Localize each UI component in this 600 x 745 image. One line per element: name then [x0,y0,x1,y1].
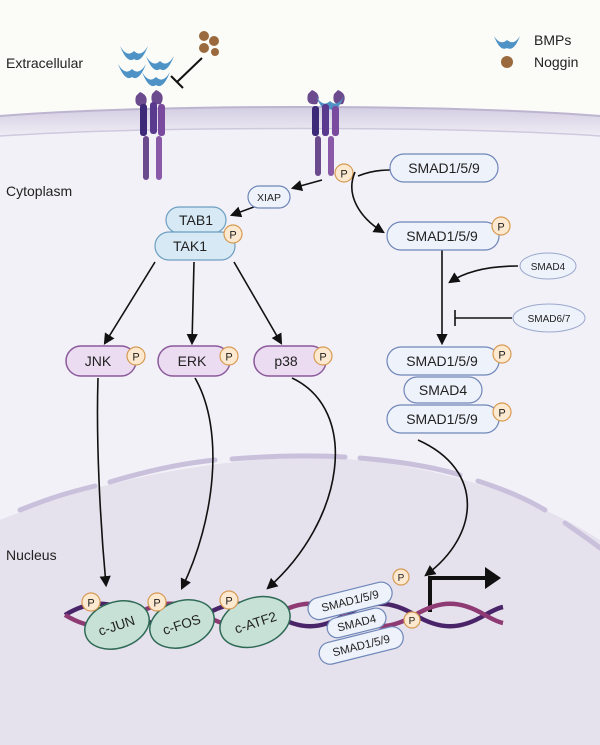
jnk-phospho-badge [126,346,146,366]
jnk-phospho-label: P [132,352,139,364]
smad159-top-node [389,153,499,183]
complex-smad159-a-label: SMAD1/5/9 [406,353,478,369]
p38-phospho-label: P [319,352,326,364]
cfos-node [149,599,215,649]
arrow-jnk-to-cjun [96,377,111,588]
nuc-smad159-b-node [318,626,404,665]
extracellular-label: Extracellular [6,55,83,71]
tak1-phospho-label: P [229,230,236,242]
noggin-legend-icon [501,56,513,68]
bmp-receptor-inactive [135,90,165,180]
nuc-smad159-b-phospho-badge [403,611,421,629]
tab1-label: TAB1 [179,212,213,228]
smad4-side-node [519,252,577,280]
arrow-complex-to-nucleus [417,439,469,577]
erk-phospho-badge [219,346,239,366]
xiap-label: XIAP [257,192,281,204]
complex-smad159-a-phospho-label: P [498,350,505,362]
smad4-side-label: SMAD4 [531,262,566,273]
cjun-phospho-label: P [87,598,94,610]
membrane-outer-edge [0,106,600,117]
nuc-smad159-a-phospho-badge [392,568,410,586]
cjun-phospho-badge [81,592,101,612]
nuclear-envelope [17,453,600,551]
complex-smad159-b-phospho-badge [492,402,512,422]
legend: BMPs Noggin [494,32,578,70]
nuc-smad159-a-node [307,581,393,621]
transcription-start-arrow [428,576,488,612]
tak1-phospho-badge [223,224,243,244]
erk-label: ERK [178,353,207,369]
noggin-inhibition [170,57,203,89]
bmps-legend-label: BMPs [534,32,571,48]
smad67-node [512,303,586,333]
p38-phospho-badge [313,346,333,366]
membrane-inner-edge [0,127,600,137]
transcription-arrowhead [485,567,501,589]
arrow-receptor-to-xiap [290,179,323,192]
arrow-tak1-to-p38 [233,261,283,345]
smad67-label: SMAD6/7 [528,314,571,325]
arrow-smad4-binding [448,265,519,284]
complex-smad159-a-phospho-badge [492,344,512,364]
jnk-label: JNK [85,353,112,369]
complex-smad159-b-label: SMAD1/5/9 [406,411,478,427]
connector-smad159-receptor [357,169,391,177]
catf2-node [219,595,291,649]
nuclear-smad-complex: SMAD1/5/9 SMAD4 SMAD1/5/9 [307,581,404,665]
noggin-legend-label: Noggin [534,54,578,70]
nuc-smad4-node [326,607,387,639]
arrow-erk-to-cfos [180,377,214,591]
complex-smad4-node [403,376,483,404]
smad159-mid-phospho-badge [491,216,511,236]
smad159-top-label: SMAD1/5/9 [408,160,480,176]
receptor-phospho-label: P [340,169,347,181]
pathway-arrows [96,169,519,591]
bmp-legend-icon [494,36,520,49]
noggin-cluster [199,31,219,56]
catf2-phospho-label: P [225,596,232,608]
nuc-smad159-a-phospho-label: P [398,573,405,584]
cjun-node [84,600,150,650]
complex-smad159-b-phospho-label: P [498,408,505,420]
nuc-smad159-b-phospho-label: P [409,616,416,627]
smad159-mid-phospho-label: P [497,222,504,234]
cfos-phospho-badge [147,592,167,612]
cytoplasm-label: Cytoplasm [6,183,72,199]
p38-label: p38 [274,353,298,369]
arrow-p38-to-catf2 [266,377,337,590]
xiap-node [247,185,291,209]
nucleus-region [0,457,600,745]
bmp-receptor-active [307,90,345,176]
arrow-tak1-to-erk [186,261,198,346]
complex-smad4-label: SMAD4 [419,382,467,398]
smad159-mid-node [386,221,500,251]
tak1-node [154,231,236,261]
erk-phospho-label: P [225,352,232,364]
tak1-label: TAK1 [173,238,207,254]
receptor-phospho-badge [334,163,354,183]
cfos-phospho-label: P [153,598,160,610]
arrow-receptor-to-smad159 [351,171,385,234]
catf2-phospho-badge [219,590,239,610]
smad159-mid-label: SMAD1/5/9 [406,228,478,244]
bmp-ligand-cluster [118,46,174,87]
arrow-tak1-to-jnk [103,261,156,345]
nucleus-label: Nucleus [6,547,57,563]
